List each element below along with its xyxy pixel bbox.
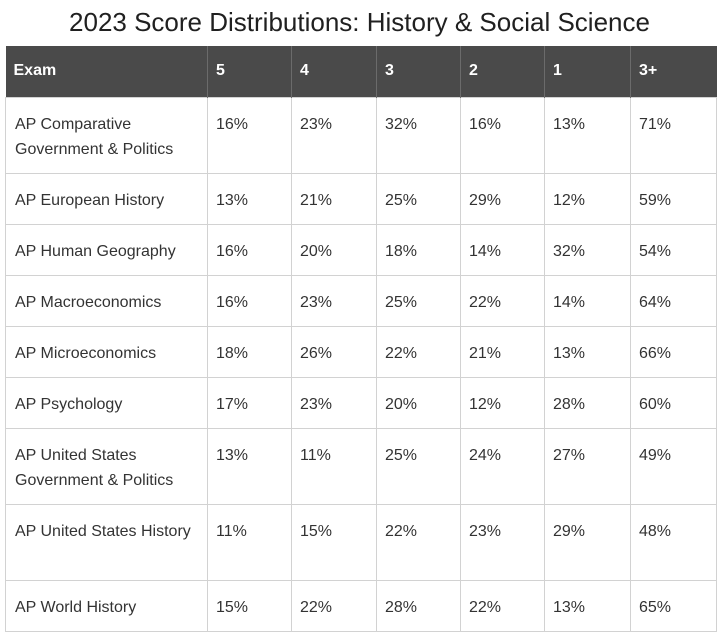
exam-name-cell: AP Human Geography [5,223,208,276]
score-3-plus-cell: 59% [630,172,717,225]
page-title: 2023 Score Distributions: History & Soci… [69,7,650,37]
score-4-cell: 26% [291,325,377,378]
score-3-cell: 22% [376,503,461,581]
header-score-5: 5 [207,46,292,97]
score-4-cell: 23% [291,96,377,174]
score-4-cell: 11% [291,427,377,505]
score-3-cell: 20% [376,376,461,429]
score-2-cell: 16% [460,96,545,174]
score-3-plus-cell: 66% [630,325,717,378]
table-row: AP World History 15% 22% 28% 22% 13% 65% [5,579,717,632]
score-5-cell: 17% [207,376,292,429]
score-4-cell: 21% [291,172,377,225]
score-5-cell: 16% [207,96,292,174]
score-2-cell: 14% [460,223,545,276]
score-2-cell: 23% [460,503,545,581]
table-row: AP Microeconomics 18% 26% 22% 21% 13% 66… [5,325,717,378]
score-3-plus-cell: 48% [630,503,717,581]
score-5-cell: 11% [207,503,292,581]
header-exam: Exam [5,46,208,97]
score-1-cell: 13% [544,325,631,378]
score-3-plus-cell: 64% [630,274,717,327]
score-2-cell: 21% [460,325,545,378]
exam-name-cell: AP Comparative Government & Politics [5,96,208,174]
exam-name-cell: AP European History [5,172,208,225]
score-1-cell: 27% [544,427,631,505]
score-2-cell: 22% [460,579,545,632]
score-1-cell: 32% [544,223,631,276]
score-4-cell: 15% [291,503,377,581]
header-score-1: 1 [544,46,631,97]
score-5-cell: 18% [207,325,292,378]
score-3-cell: 25% [376,274,461,327]
score-1-cell: 14% [544,274,631,327]
score-5-cell: 16% [207,223,292,276]
table-row: AP Human Geography 16% 20% 18% 14% 32% 5… [5,223,717,276]
table-row: AP Comparative Government & Politics 16%… [5,96,717,174]
score-5-cell: 13% [207,172,292,225]
exam-name-cell: AP United States History [5,503,208,581]
score-3-cell: 25% [376,172,461,225]
score-3-plus-cell: 49% [630,427,717,505]
header-score-4: 4 [291,46,377,97]
score-4-cell: 20% [291,223,377,276]
score-3-cell: 25% [376,427,461,505]
score-3-plus-cell: 54% [630,223,717,276]
exam-name-cell: AP United States Government & Politics [5,427,208,505]
table-row: AP Macroeconomics 16% 23% 25% 22% 14% 64… [5,274,717,327]
table-row: AP Psychology 17% 23% 20% 12% 28% 60% [5,376,717,429]
score-3-plus-cell: 60% [630,376,717,429]
score-distribution-table: Exam 5 4 3 2 1 3+ AP Comparative Governm… [5,46,717,632]
exam-name-cell: AP Microeconomics [5,325,208,378]
table-row: AP European History 13% 21% 25% 29% 12% … [5,172,717,225]
score-4-cell: 23% [291,274,377,327]
score-1-cell: 13% [544,579,631,632]
score-4-cell: 23% [291,376,377,429]
score-3-plus-cell: 65% [630,579,717,632]
table-row: AP United States Government & Politics 1… [5,427,717,505]
score-5-cell: 16% [207,274,292,327]
score-5-cell: 13% [207,427,292,505]
score-3-plus-cell: 71% [630,96,717,174]
score-1-cell: 13% [544,96,631,174]
exam-name-cell: AP World History [5,579,208,632]
exam-name-cell: AP Macroeconomics [5,274,208,327]
header-score-2: 2 [460,46,545,97]
score-4-cell: 22% [291,579,377,632]
table-row: AP United States History 11% 15% 22% 23%… [5,503,717,581]
score-3-cell: 28% [376,579,461,632]
score-2-cell: 29% [460,172,545,225]
score-1-cell: 12% [544,172,631,225]
score-3-cell: 32% [376,96,461,174]
exam-name-cell: AP Psychology [5,376,208,429]
score-2-cell: 12% [460,376,545,429]
score-3-cell: 18% [376,223,461,276]
score-3-cell: 22% [376,325,461,378]
score-1-cell: 29% [544,503,631,581]
score-2-cell: 24% [460,427,545,505]
header-score-3-plus: 3+ [630,46,717,97]
table-header-row: Exam 5 4 3 2 1 3+ [5,46,717,97]
score-1-cell: 28% [544,376,631,429]
score-5-cell: 15% [207,579,292,632]
header-score-3: 3 [376,46,461,97]
score-2-cell: 22% [460,274,545,327]
